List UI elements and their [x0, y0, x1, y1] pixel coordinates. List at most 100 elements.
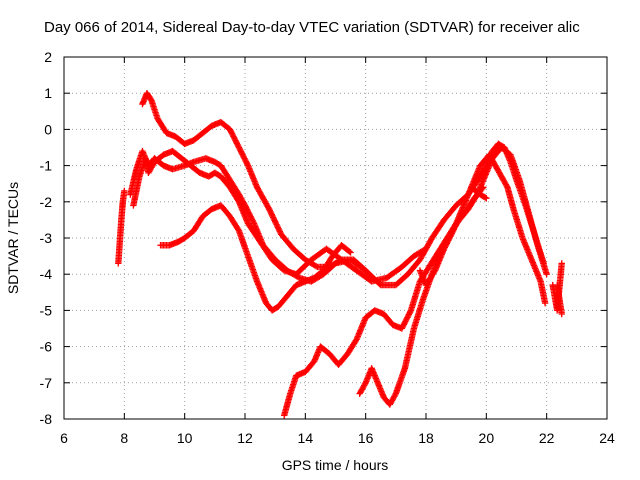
y-tick-label: -4 [40, 266, 53, 282]
data-point [269, 214, 277, 221]
data-point [336, 257, 344, 264]
data-point [483, 194, 490, 202]
data-point [446, 234, 453, 241]
data-point [233, 140, 241, 147]
data-point [274, 224, 282, 231]
data-point [229, 131, 236, 139]
data-point [272, 219, 280, 227]
data-point [402, 318, 409, 325]
data-point [440, 245, 448, 253]
data-point [361, 380, 369, 388]
data-point [404, 314, 411, 321]
data-point [239, 151, 246, 158]
data-point [230, 134, 238, 141]
data-point [271, 218, 279, 225]
x-tick-label: 18 [418, 430, 434, 446]
data-point [404, 312, 412, 320]
data-point [398, 325, 406, 332]
plot-frame [63, 56, 608, 420]
data-point [400, 321, 408, 328]
data-point [405, 311, 413, 318]
data-point [231, 135, 238, 143]
data-point [445, 235, 453, 243]
x-tick-label: 14 [298, 430, 314, 446]
x-tick-label: 16 [358, 430, 374, 446]
data-point [238, 149, 245, 157]
data-point [121, 187, 128, 195]
data-point [444, 238, 451, 246]
x-tick-label: 22 [539, 430, 555, 446]
data-point [242, 156, 249, 164]
data-point [268, 211, 276, 218]
data-point [402, 316, 410, 324]
series-track-h [416, 151, 549, 307]
data-point [503, 182, 510, 190]
data-layer [115, 90, 565, 419]
data-point [226, 126, 234, 133]
data-point [449, 228, 456, 236]
series-track-a [115, 187, 128, 267]
data-point [558, 310, 565, 318]
x-tick-label: 8 [120, 430, 128, 446]
data-point [241, 202, 249, 209]
data-point [236, 145, 243, 153]
data-point [227, 127, 234, 134]
data-point [275, 226, 283, 234]
data-point [481, 194, 489, 201]
x-tick-label: 24 [599, 430, 615, 446]
data-point [276, 228, 284, 235]
data-point [243, 159, 250, 167]
data-point [235, 142, 242, 150]
series-track-k [468, 184, 490, 202]
data-point [273, 221, 280, 228]
data-point [234, 141, 241, 148]
data-point [441, 244, 448, 251]
y-tick-label: -3 [40, 230, 53, 246]
data-point [230, 133, 237, 140]
x-axis-label: GPS time / hours [282, 457, 389, 473]
data-point [248, 216, 256, 223]
data-point [271, 217, 278, 224]
y-tick-label: -7 [40, 375, 53, 391]
data-point [269, 212, 276, 220]
data-point [447, 231, 455, 239]
data-point [237, 147, 244, 154]
data-point [391, 391, 399, 399]
data-point [273, 222, 281, 230]
data-point [312, 262, 320, 270]
data-point [267, 208, 274, 216]
data-point [275, 225, 282, 232]
data-point [443, 240, 451, 247]
data-point [558, 260, 565, 267]
y-tick-label: -5 [40, 302, 53, 318]
data-point [232, 138, 240, 146]
data-point [543, 271, 550, 278]
data-point [242, 158, 250, 165]
data-point [242, 203, 249, 211]
data-point [541, 299, 549, 307]
x-tick-label: 20 [479, 430, 495, 446]
data-point [400, 322, 407, 329]
y-tick-label: -2 [40, 194, 53, 210]
data-point [407, 308, 414, 315]
y-tick-label: -6 [40, 339, 53, 355]
data-point [247, 213, 254, 220]
data-point [234, 226, 242, 233]
data-point [447, 233, 454, 240]
data-point [237, 148, 245, 155]
data-point [249, 217, 256, 224]
data-point [347, 249, 354, 256]
data-point [248, 214, 255, 222]
data-point [270, 215, 278, 223]
y-tick-label: 2 [44, 49, 52, 65]
series-track-c [130, 147, 430, 285]
series-track-j [554, 281, 565, 318]
data-point [232, 137, 239, 144]
x-tick-label: 12 [237, 430, 253, 446]
data-point [399, 323, 406, 331]
data-point [265, 205, 273, 213]
data-point [239, 152, 247, 160]
data-point [346, 248, 353, 255]
